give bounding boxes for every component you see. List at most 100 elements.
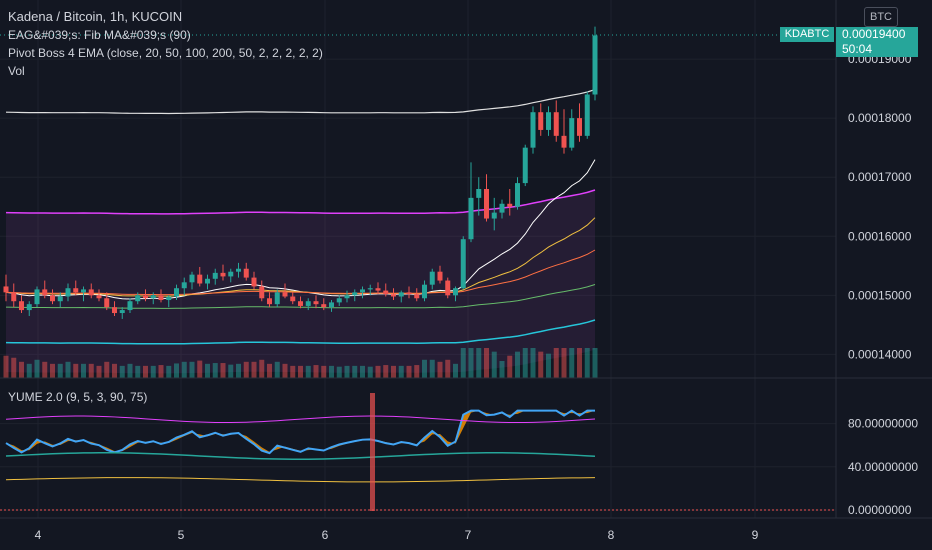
candle	[429, 268, 435, 290]
candle-body	[228, 271, 234, 277]
volume-bar	[228, 364, 234, 378]
volume-bar	[507, 355, 513, 378]
candlestick-series	[3, 26, 598, 319]
volume-bars	[3, 348, 598, 378]
candle-body	[81, 289, 86, 293]
volume-bar	[491, 351, 497, 378]
candle-body	[484, 189, 489, 219]
currency-badge[interactable]: BTC	[864, 7, 898, 27]
volume-bar	[367, 366, 373, 378]
volume-bar	[383, 365, 389, 378]
volume-bar	[391, 365, 396, 378]
candle	[538, 103, 544, 136]
outer-band-line	[5, 89, 596, 115]
candle	[143, 289, 148, 302]
candle-body	[577, 118, 582, 136]
yume-oscillator	[0, 393, 836, 511]
volume-bar	[166, 365, 172, 378]
candle	[453, 286, 458, 302]
candle-body	[205, 278, 210, 284]
volume-bar	[484, 348, 489, 378]
candle	[592, 26, 598, 101]
volume-bar	[3, 355, 9, 378]
indicator-yume[interactable]: YUME 2.0 (9, 5, 3, 90, 75)	[8, 390, 148, 404]
candle	[267, 292, 272, 308]
volume-bar	[282, 363, 288, 378]
osc-mid-line	[5, 452, 596, 460]
osc-fill	[6, 410, 595, 454]
candle	[197, 266, 203, 287]
candle	[530, 106, 536, 154]
candle-body	[546, 112, 551, 130]
candle	[236, 262, 241, 278]
candle	[65, 283, 71, 302]
candle	[189, 271, 195, 290]
indicator-pivot-boss[interactable]: Pivot Boss 4 EMA (close, 20, 50, 100, 20…	[8, 46, 323, 60]
candle-body	[158, 295, 164, 301]
volume-bar	[251, 361, 257, 378]
candle	[259, 280, 265, 302]
candle	[104, 292, 110, 311]
indicator-fib-ma[interactable]: EAG&#039;s: Fib MA&#039;s (90)	[8, 28, 191, 42]
candle-body	[57, 296, 63, 302]
candle-body	[476, 189, 482, 198]
candle-body	[561, 135, 567, 148]
volume-bar	[429, 359, 435, 378]
candle-body	[119, 310, 125, 314]
candle	[135, 292, 141, 305]
candle	[11, 283, 17, 308]
candle-body	[212, 272, 218, 279]
candle-body	[499, 203, 505, 213]
volume-bar	[321, 365, 327, 378]
candle	[96, 289, 102, 302]
candle-body	[174, 288, 179, 297]
volume-bar	[11, 357, 17, 378]
volume-bar	[57, 363, 63, 378]
time-tick-label: 8	[608, 528, 615, 542]
volume-bar	[336, 366, 342, 378]
candle-body	[96, 295, 102, 299]
volume-bar	[96, 365, 102, 378]
candle-body	[445, 280, 451, 296]
volume-bar	[259, 359, 265, 378]
volume-bar	[212, 363, 218, 378]
candle	[42, 280, 48, 299]
volume-bar	[398, 365, 404, 378]
candle-body	[150, 295, 156, 299]
candle-body	[112, 307, 117, 314]
time-tick-label: 9	[752, 528, 759, 542]
volume-bar	[329, 365, 334, 378]
chart-title[interactable]: Kadena / Bitcoin, 1h, KUCOIN	[8, 9, 183, 24]
candle	[212, 268, 218, 285]
candle	[50, 289, 55, 305]
volume-bar	[112, 363, 117, 378]
symbol-tag: KDABTC	[780, 27, 834, 42]
osc-upper-line	[5, 415, 596, 424]
candle-body	[104, 298, 110, 308]
volume-bar	[313, 365, 319, 378]
last-price-value: 0.00019400	[842, 27, 906, 41]
candle	[174, 284, 179, 301]
candle	[476, 177, 482, 216]
candle	[584, 91, 590, 139]
candle-body	[437, 271, 443, 281]
indicator-volume[interactable]: Vol	[8, 64, 25, 78]
candle	[3, 274, 9, 302]
volume-bar	[189, 361, 195, 378]
candle	[398, 290, 404, 303]
candle-body	[538, 112, 544, 130]
volume-bar	[569, 348, 575, 378]
volume-bar	[19, 361, 24, 378]
volume-bar	[104, 361, 110, 378]
candle	[26, 301, 32, 316]
candle	[546, 106, 551, 136]
candle	[360, 286, 365, 299]
candle	[391, 288, 396, 301]
candle	[422, 280, 427, 302]
candle	[181, 277, 187, 296]
candle	[445, 277, 451, 299]
volume-bar	[592, 348, 598, 378]
candle-body	[460, 239, 466, 289]
candle	[329, 300, 334, 312]
